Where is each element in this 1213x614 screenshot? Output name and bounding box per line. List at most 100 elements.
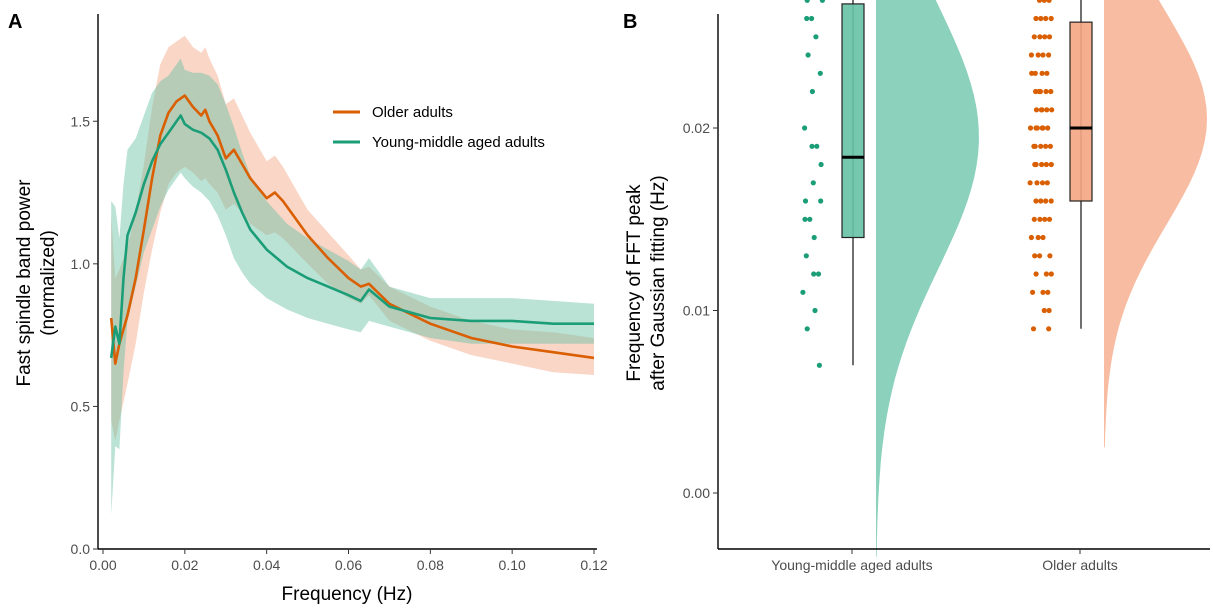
- data-point: [1041, 0, 1047, 3]
- data-point: [1029, 70, 1035, 76]
- data-point: [1045, 289, 1051, 295]
- data-point: [1048, 198, 1054, 204]
- data-point: [1045, 125, 1051, 131]
- x-tick-label: 0.12: [580, 557, 607, 573]
- panel-b: B 0.000.010.020.030.040.05 Young-middle …: [623, 0, 1210, 573]
- data-point: [802, 198, 809, 204]
- series-line-older-adults: [109, 94, 595, 365]
- panel-a-y-ticks: 0.0 0.5 1.0 1.5: [71, 113, 98, 557]
- data-point: [1038, 143, 1044, 149]
- data-point: [1043, 271, 1049, 277]
- panel-b-y-axis-label-line2: after Gaussian fitting (Hz): [648, 175, 669, 390]
- panel-b-x-ticks: Young-middle aged adults Older adults: [771, 549, 1118, 573]
- data-point: [1044, 70, 1050, 76]
- data-point: [817, 70, 823, 76]
- data-point: [810, 180, 816, 186]
- data-point: [1036, 88, 1042, 95]
- data-point: [804, 15, 810, 22]
- data-point: [1046, 52, 1052, 58]
- panel-a-ci-bands: [111, 35, 594, 515]
- data-point: [1039, 107, 1045, 113]
- data-point: [803, 253, 809, 259]
- panel-a-label: A: [8, 11, 22, 33]
- data-point: [1027, 180, 1033, 186]
- density-older-adults: [1104, 0, 1207, 448]
- y-tick-label: 0.00: [683, 485, 710, 501]
- panel-a-x-axis-label: Frequency (Hz): [282, 584, 413, 605]
- data-point: [1038, 15, 1044, 22]
- data-point: [1044, 107, 1050, 113]
- density-young-middle-aged-adults: [876, 0, 979, 557]
- box-iqr: [841, 3, 865, 239]
- x-tick-label: 0.10: [499, 557, 526, 573]
- data-point: [815, 271, 822, 277]
- data-point: [1030, 289, 1036, 295]
- data-point: [1046, 216, 1053, 222]
- data-point: [1040, 289, 1046, 295]
- data-point: [1037, 34, 1043, 40]
- x-tick-label: 0.00: [89, 557, 116, 573]
- data-point: [1039, 180, 1046, 186]
- panel-b-y-ticks: 0.000.010.020.030.040.05: [683, 120, 718, 501]
- data-point: [1036, 0, 1043, 3]
- data-point: [802, 125, 808, 131]
- legend: Older adults Young-middle aged adults: [333, 104, 545, 151]
- data-point: [804, 0, 810, 3]
- data-point: [1044, 180, 1050, 186]
- x-tick-label: 0.02: [171, 557, 198, 573]
- data-point: [1028, 234, 1034, 241]
- y-tick-label: 0.5: [71, 398, 91, 414]
- data-point: [812, 307, 818, 314]
- y-tick-label: 0.01: [683, 303, 710, 319]
- y-tick-label: 1.5: [71, 113, 91, 129]
- data-point: [1048, 88, 1054, 95]
- data-point: [1043, 15, 1049, 22]
- x-tick-label: 0.04: [253, 557, 280, 573]
- data-point: [1032, 253, 1038, 259]
- panel-b-densities: [876, 0, 1207, 557]
- data-point: [1039, 70, 1045, 76]
- data-point: [1040, 234, 1046, 241]
- data-point: [809, 15, 815, 22]
- panel-a-lines: [109, 94, 595, 365]
- data-point: [1048, 15, 1054, 22]
- data-point: [807, 216, 813, 222]
- x-tick-label: 0.06: [335, 557, 362, 573]
- data-point: [1048, 161, 1054, 168]
- x-tick-label: Young-middle aged adults: [771, 557, 932, 573]
- x-tick-label: Older adults: [1042, 557, 1117, 573]
- data-point: [1037, 216, 1043, 222]
- data-point: [1041, 307, 1047, 314]
- data-point: [1031, 34, 1037, 40]
- data-point: [819, 0, 825, 3]
- y-tick-label: 0.0: [71, 541, 91, 557]
- data-point: [804, 326, 810, 332]
- data-point: [1037, 253, 1043, 259]
- data-point: [1046, 307, 1052, 314]
- data-point: [814, 143, 820, 149]
- data-point: [1032, 161, 1038, 168]
- series-line-young-middle-aged-adults: [109, 114, 594, 359]
- data-point: [1033, 15, 1039, 22]
- data-point: [1047, 143, 1053, 149]
- data-point: [1039, 161, 1045, 168]
- data-point: [1048, 271, 1054, 277]
- y-tick-label: 1.0: [71, 256, 91, 272]
- data-point: [818, 161, 824, 168]
- panel-a-x-ticks: 0.00 0.02 0.04 0.06 0.08 0.10 0.12: [89, 549, 608, 573]
- data-point: [800, 289, 806, 295]
- data-point: [1033, 125, 1039, 131]
- data-point: [1043, 198, 1049, 204]
- data-point: [1046, 34, 1053, 40]
- data-point: [1043, 143, 1049, 149]
- data-point: [1027, 125, 1034, 131]
- data-point: [1031, 143, 1037, 149]
- panel-b-y-axis-label: Frequency of FFT peak: [624, 184, 645, 382]
- data-point: [1040, 125, 1046, 131]
- data-point: [1035, 52, 1041, 58]
- data-point: [809, 143, 815, 149]
- x-tick-label: 0.08: [417, 557, 444, 573]
- data-point: [809, 88, 816, 95]
- panel-b-points: [800, 0, 1055, 368]
